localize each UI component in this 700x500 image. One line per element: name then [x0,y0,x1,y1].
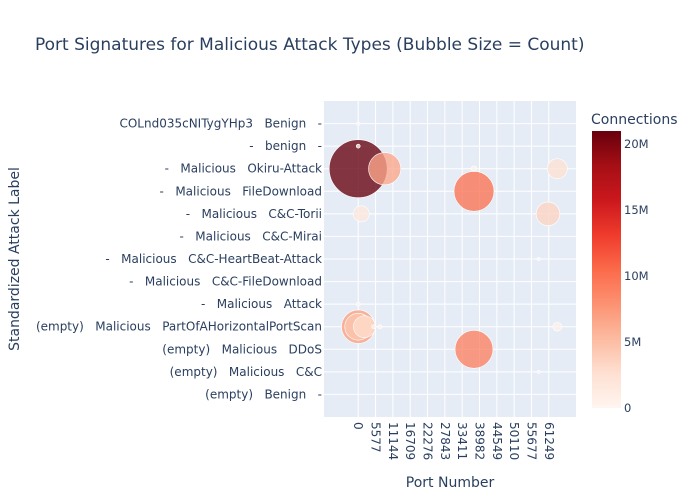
colorbar-tick-label: 20M [624,137,649,151]
x-tick-label: 22276 [421,422,435,460]
x-tick-labels: 0 5577 11144 16709 22276 27843 33411 38982 44549… [351,422,556,460]
colorbar-tick-labels: 0 5M 10M 15M 20M [624,137,649,415]
bubble[interactable] [470,165,478,172]
bubble[interactable] [453,170,495,212]
y-tick-label: - Malicious C&C-Mirai [180,229,322,243]
grid-lines [324,101,576,417]
y-axis-title: Standardized Attack Label [7,167,23,351]
x-tick-label: 38982 [472,422,486,460]
x-tick-label: 0 [351,422,365,430]
bubble[interactable] [353,205,370,223]
x-tick-label: 50110 [507,422,521,460]
x-tick-label: 5577 [369,422,383,453]
x-axis-title: Port Number [406,475,495,491]
bubble[interactable] [552,321,563,332]
bubble[interactable] [377,324,383,330]
bubble[interactable] [547,158,568,180]
x-tick-label: 44549 [490,422,504,460]
y-tick-label: - Malicious FileDownload [160,184,322,198]
bubble[interactable] [454,330,494,369]
colorbar-tick-label: 10M [624,269,649,283]
y-tick-label: (empty) Malicious PartOfAHorizontalPortS… [36,320,322,334]
x-tick-label: 11144 [386,422,400,460]
y-tick-label: - Malicious C&C-HeartBeat-Attack [105,252,322,266]
bubble[interactable] [536,370,541,374]
y-tick-label: - Malicious C&C-Torii [186,207,322,221]
colorbar-tick-label: 5M [624,335,641,349]
y-tick-label: COLnd035cNITygYHp3 Benign - [119,117,322,131]
y-tick-label: - Malicious C&C-FileDownload [129,275,322,289]
y-tick-label: (empty) Malicious C&C [170,365,322,379]
x-tick-label: 27843 [438,422,452,460]
chart-title: Port Signatures for Malicious Attack Typ… [35,35,584,55]
bubble[interactable] [535,201,561,226]
x-tick-label: 55677 [524,422,538,460]
y-tick-label: - Malicious Okiru-Attack [165,162,322,176]
bubble[interactable] [368,152,402,186]
colorbar-tick-label: 0 [624,401,631,415]
bubble[interactable] [371,324,377,330]
bubble[interactable] [355,143,361,149]
y-tick-label: (empty) Malicious DDoS [162,342,322,356]
y-tick-label: (empty) Benign - [205,387,322,401]
bubble-series [328,121,568,374]
y-tick-label: - Malicious Attack [201,297,322,311]
x-tick-label: 61249 [542,422,556,460]
y-tick-labels: (empty) Benign - (empty) Malicious C&C (em… [36,117,322,402]
colorbar-tick-label: 15M [624,203,649,217]
bubble[interactable] [356,121,361,126]
colorbar [592,131,621,408]
x-tick-label: 33411 [455,422,469,460]
bubble[interactable] [536,257,541,261]
bubble[interactable] [355,301,361,307]
x-tick-label: 16709 [403,422,417,460]
y-tick-label: - benign - [249,139,322,153]
colorbar-title: Connections [591,112,678,128]
